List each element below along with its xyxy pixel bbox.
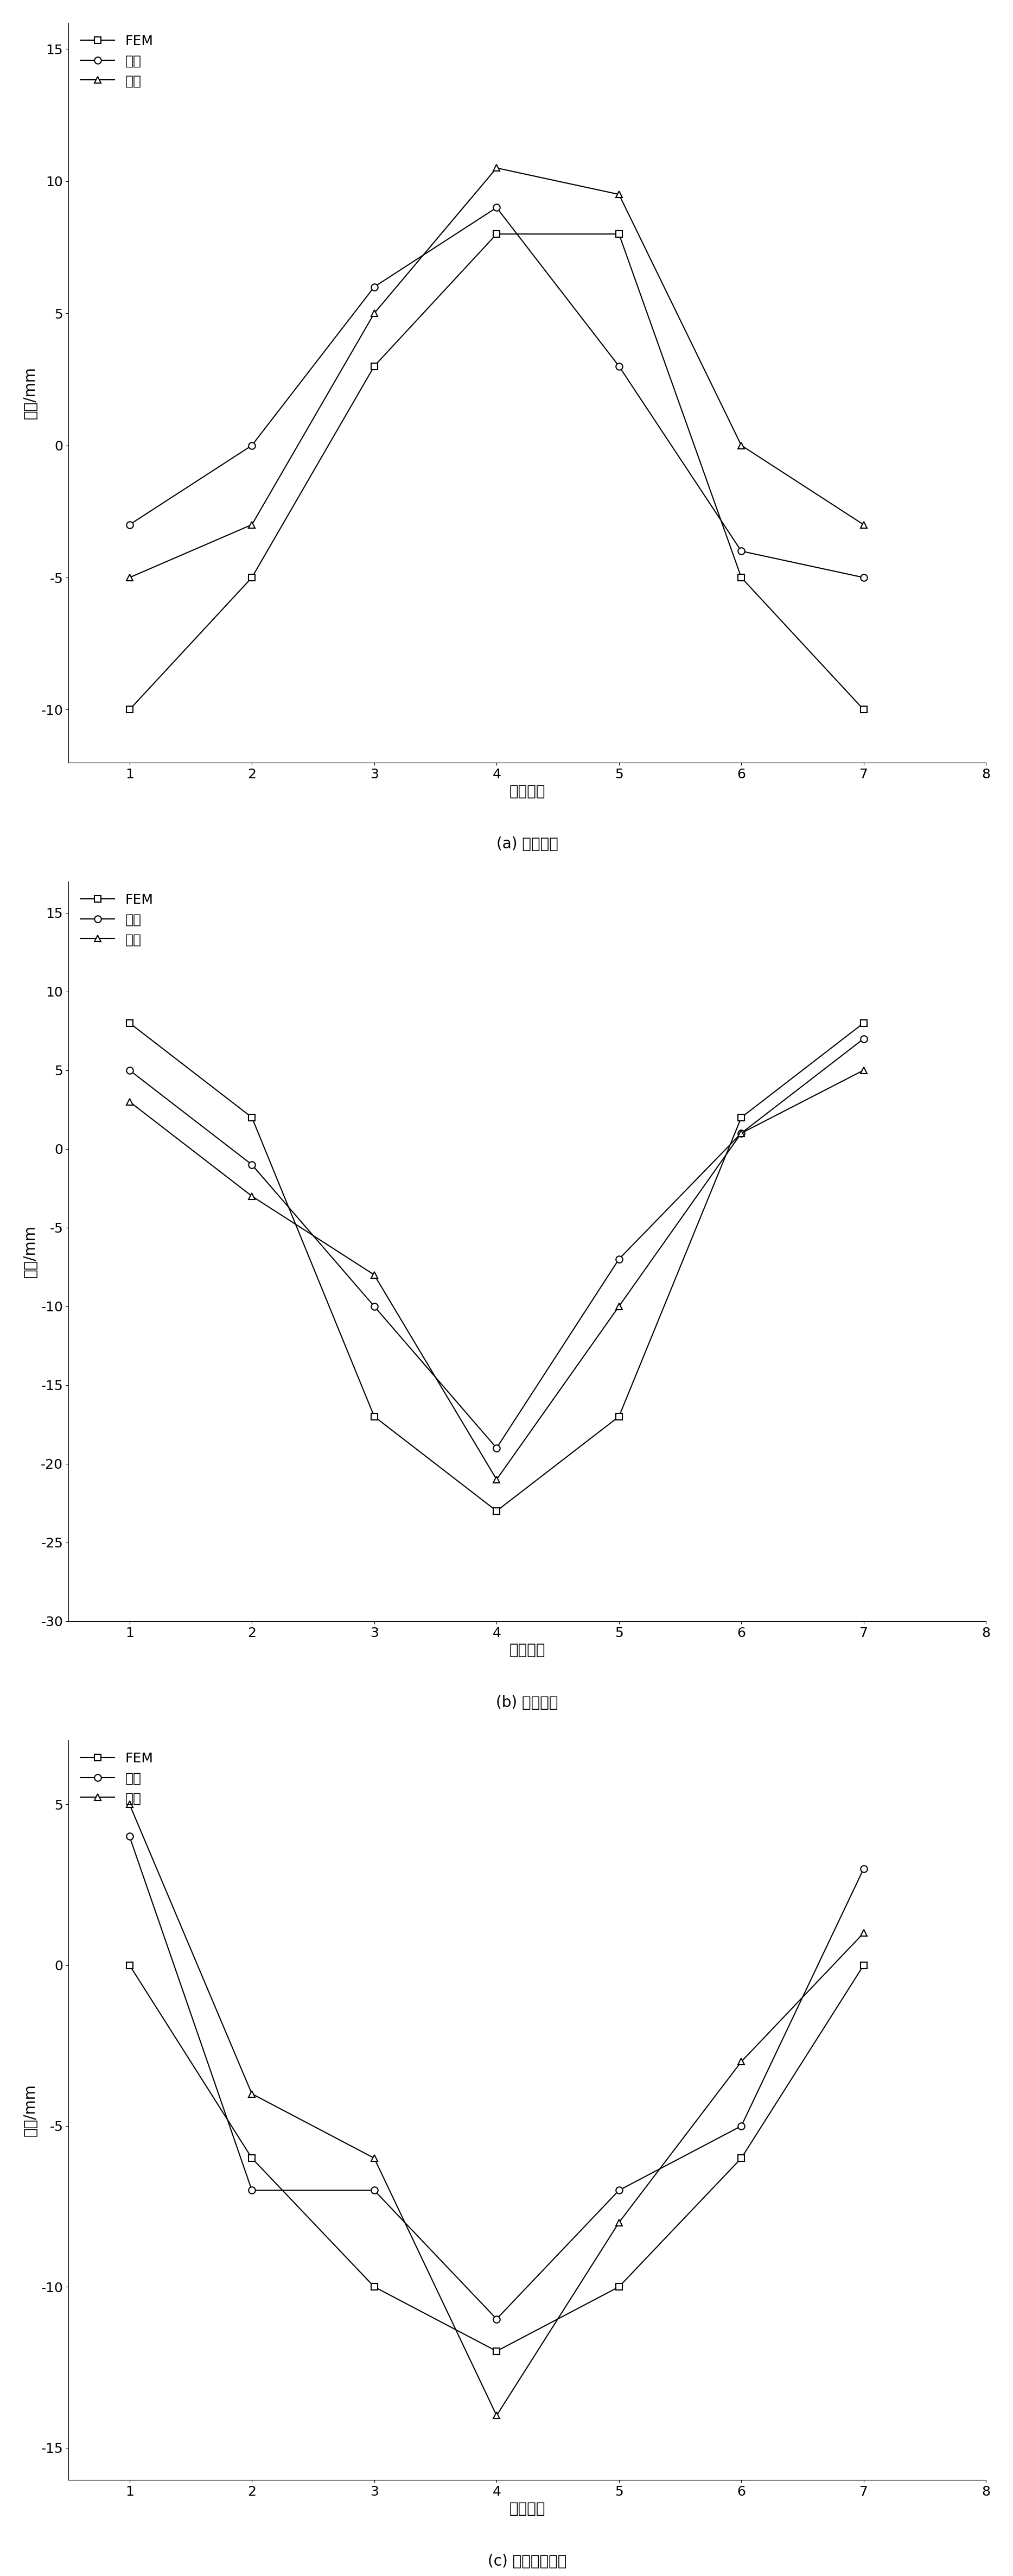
Line: 左侧: 左侧 — [127, 1036, 867, 1450]
右侧 — [613, 2208, 625, 2239]
Legend: FEM, 左侧, 右侧: FEM, 左侧, 右侧 — [75, 28, 159, 93]
右侧 — [368, 299, 380, 330]
Line: FEM: FEM — [127, 1020, 867, 1515]
FEM — [858, 1007, 870, 1038]
右侧 — [246, 1180, 258, 1211]
FEM — [124, 693, 136, 724]
右侧 — [368, 1260, 380, 1291]
Line: 左侧: 左侧 — [127, 1834, 867, 2324]
右侧 — [613, 1291, 625, 1321]
左侧 — [246, 1149, 258, 1180]
右侧 — [613, 178, 625, 209]
右侧 — [246, 510, 258, 541]
右侧 — [858, 1917, 870, 1947]
Line: 右侧: 右侧 — [127, 1801, 867, 2419]
Y-axis label: 变形/mm: 变形/mm — [22, 366, 37, 420]
左侧 — [490, 193, 502, 224]
左侧 — [490, 2303, 502, 2334]
FEM — [246, 1103, 258, 1133]
左侧 — [735, 536, 748, 567]
FEM — [124, 1950, 136, 1981]
FEM — [368, 350, 380, 381]
左侧 — [124, 1054, 136, 1084]
左侧 — [368, 2174, 380, 2205]
FEM — [858, 1950, 870, 1981]
FEM — [858, 693, 870, 724]
Y-axis label: 变形/mm: 变形/mm — [22, 1226, 37, 1278]
X-axis label: 测点编号: 测点编号 — [510, 2501, 545, 2517]
右侧 — [490, 152, 502, 183]
左侧 — [368, 270, 380, 301]
左侧 — [735, 2110, 748, 2141]
右侧 — [735, 2045, 748, 2076]
FEM — [613, 219, 625, 250]
右侧 — [246, 2079, 258, 2110]
Text: (c) 完成拱圈浇筑: (c) 完成拱圈浇筑 — [487, 2553, 566, 2568]
Text: (a) 浇筑拱脚: (a) 浇筑拱脚 — [496, 837, 558, 853]
Line: 右侧: 右侧 — [127, 1066, 867, 1484]
左侧 — [246, 430, 258, 461]
FEM — [735, 2143, 748, 2174]
右侧 — [735, 1118, 748, 1149]
左侧 — [613, 2174, 625, 2205]
Line: FEM: FEM — [127, 232, 867, 714]
FEM — [124, 1007, 136, 1038]
Text: (b) 浇筑拱顶: (b) 浇筑拱顶 — [496, 1695, 558, 1710]
Line: 右侧: 右侧 — [127, 165, 867, 582]
X-axis label: 测点编号: 测点编号 — [510, 783, 545, 799]
FEM — [368, 1401, 380, 1432]
右侧 — [124, 1788, 136, 1819]
FEM — [735, 1103, 748, 1133]
X-axis label: 测点编号: 测点编号 — [510, 1643, 545, 1659]
FEM — [246, 562, 258, 592]
Legend: FEM, 左侧, 右侧: FEM, 左侧, 右侧 — [75, 1747, 159, 1811]
FEM — [735, 562, 748, 592]
左侧 — [368, 1291, 380, 1321]
左侧 — [246, 2174, 258, 2205]
FEM — [246, 2143, 258, 2174]
右侧 — [124, 562, 136, 592]
左侧 — [735, 1118, 748, 1149]
左侧 — [613, 350, 625, 381]
右侧 — [858, 510, 870, 541]
左侧 — [858, 562, 870, 592]
右侧 — [490, 2401, 502, 2432]
左侧 — [613, 1244, 625, 1275]
左侧 — [858, 1852, 870, 1883]
Y-axis label: 变形/mm: 变形/mm — [22, 2084, 37, 2136]
左侧 — [124, 1821, 136, 1852]
Line: FEM: FEM — [127, 1963, 867, 2354]
FEM — [613, 1401, 625, 1432]
左侧 — [490, 1432, 502, 1463]
左侧 — [124, 510, 136, 541]
FEM — [490, 219, 502, 250]
FEM — [490, 1497, 502, 1528]
Line: 左侧: 左侧 — [127, 204, 867, 582]
FEM — [368, 2272, 380, 2303]
右侧 — [735, 430, 748, 461]
Legend: FEM, 左侧, 右侧: FEM, 左侧, 右侧 — [75, 889, 159, 951]
右侧 — [858, 1054, 870, 1084]
右侧 — [124, 1087, 136, 1118]
左侧 — [858, 1023, 870, 1054]
FEM — [490, 2336, 502, 2367]
右侧 — [490, 1463, 502, 1494]
右侧 — [368, 2143, 380, 2174]
FEM — [613, 2272, 625, 2303]
